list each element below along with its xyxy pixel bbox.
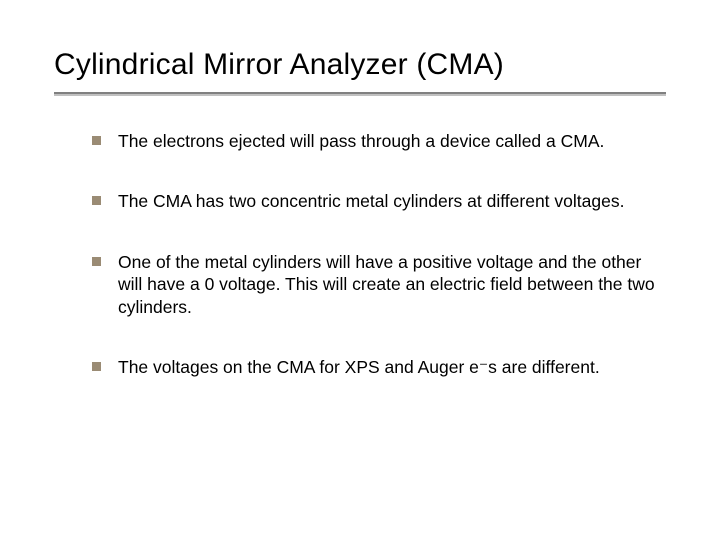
list-item: The electrons ejected will pass through …	[92, 130, 666, 152]
list-item: One of the metal cylinders will have a p…	[92, 251, 666, 318]
slide: Cylindrical Mirror Analyzer (CMA) The el…	[0, 0, 720, 540]
bullet-list: The electrons ejected will pass through …	[54, 130, 666, 378]
list-item: The voltages on the CMA for XPS and Auge…	[92, 356, 666, 378]
list-item: The CMA has two concentric metal cylinde…	[92, 190, 666, 212]
slide-title: Cylindrical Mirror Analyzer (CMA)	[54, 48, 666, 82]
title-underline	[54, 92, 666, 94]
